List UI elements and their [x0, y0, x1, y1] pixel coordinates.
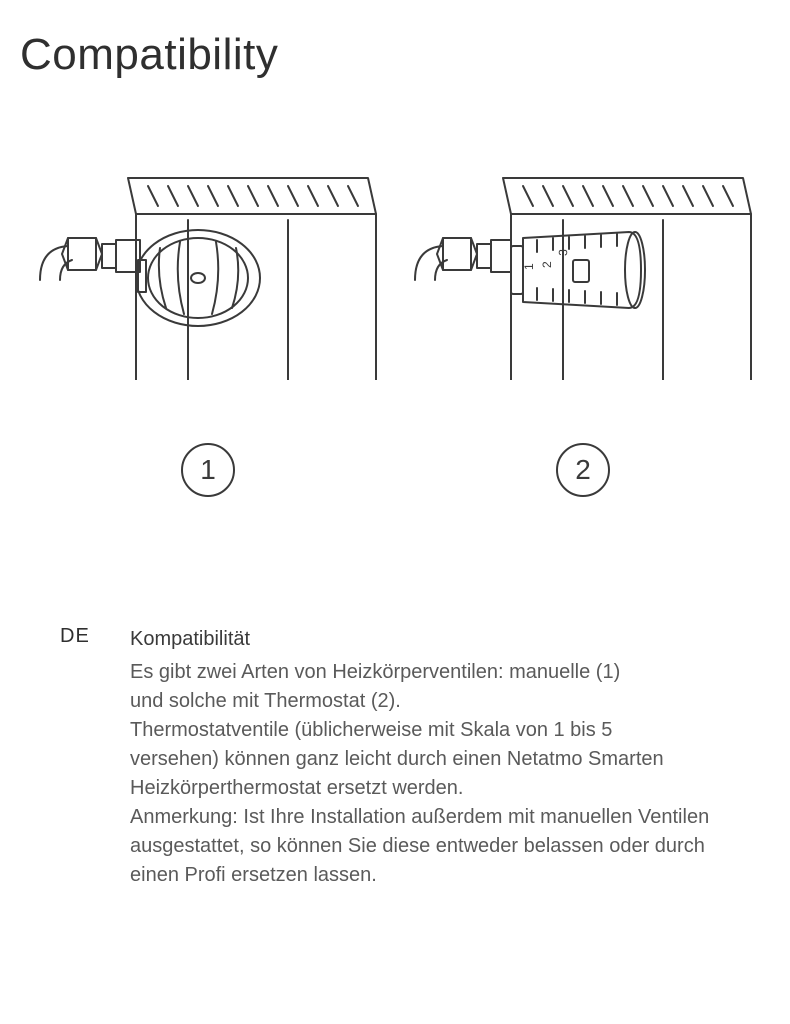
- subtitle: Kompatibilität: [130, 625, 790, 654]
- figure-thermostat-valve: 1 2 3 2: [413, 160, 753, 505]
- language-code: DE: [60, 625, 130, 890]
- figures-row: 1: [0, 160, 790, 505]
- document-page: Compatibility: [0, 0, 790, 1024]
- figure-manual-valve: 1: [38, 160, 378, 505]
- thermo-num-3: 3: [556, 249, 570, 256]
- body-line: Anmerkung: Ist Ihre Installation außerde…: [130, 803, 790, 832]
- description-block: DE Kompatibilität Es gibt zwei Arten von…: [0, 545, 790, 890]
- label-2-text: 2: [575, 454, 591, 485]
- body-line: einen Profi ersetzen lassen.: [130, 861, 790, 890]
- figure-label-2: 2: [553, 440, 613, 505]
- body-line: Thermostatventile (üblicherweise mit Ska…: [130, 716, 790, 745]
- page-title: Compatibility: [20, 30, 790, 80]
- body-line: versehen) können ganz leicht durch einen…: [130, 745, 790, 774]
- body-line: Heizkörperthermostat ersetzt werden.: [130, 774, 790, 803]
- thermostat-valve-illustration: 1 2 3: [413, 160, 753, 380]
- figure-label-1: 1: [178, 440, 238, 505]
- thermo-num-2: 2: [540, 261, 554, 268]
- body-line: ausgestattet, so können Sie diese entwed…: [130, 832, 790, 861]
- body-line: und solche mit Thermostat (2).: [130, 687, 790, 716]
- body-text: Kompatibilität Es gibt zwei Arten von He…: [130, 625, 790, 890]
- manual-valve-illustration: [38, 160, 378, 380]
- thermo-num-1: 1: [522, 263, 536, 270]
- label-1-text: 1: [200, 454, 216, 485]
- body-line: Es gibt zwei Arten von Heizkörperventile…: [130, 658, 790, 687]
